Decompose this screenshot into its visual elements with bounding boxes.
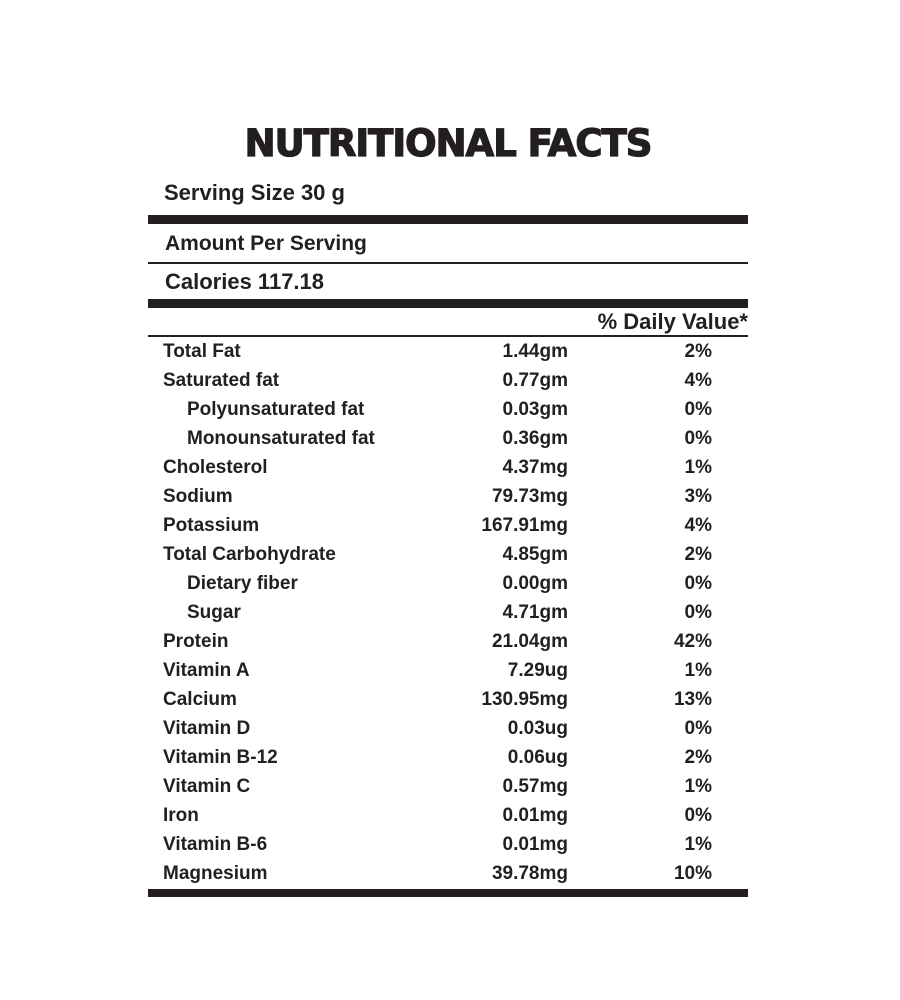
nutrient-name: Dietary fiber	[187, 573, 298, 594]
table-row: Calcium 130.95mg 13%	[148, 685, 748, 714]
nutrient-daily-value: 2%	[684, 341, 712, 362]
table-row: Monounsaturated fat 0.36gm 0%	[148, 424, 748, 453]
nutrient-daily-value: 1%	[684, 660, 712, 681]
nutrient-name: Vitamin C	[163, 776, 251, 797]
nutrient-name: Sodium	[163, 486, 233, 507]
nutrient-name: Vitamin B-6	[163, 834, 268, 855]
nutrient-amount: 4.71gm	[502, 602, 568, 623]
table-row: Vitamin D 0.03ug 0%	[148, 714, 748, 743]
table-row: Vitamin C 0.57mg 1%	[148, 772, 748, 801]
nutrient-daily-value: 10%	[673, 863, 712, 884]
separator-rule-2	[148, 335, 748, 337]
nutrient-amount: 0.01mg	[502, 834, 568, 855]
table-row: Sugar 4.71gm 0%	[148, 598, 748, 627]
nutrient-amount: 7.29ug	[507, 660, 568, 681]
nutrient-name: Iron	[163, 805, 199, 826]
table-row: Vitamin B-12 0.06ug 2%	[148, 743, 748, 772]
table-row: Polyunsaturated fat 0.03gm 0%	[148, 395, 748, 424]
nutrient-name: Vitamin A	[163, 660, 250, 681]
nutrient-daily-value: 0%	[684, 399, 712, 420]
daily-value-header: % Daily Value*	[597, 309, 748, 334]
table-row: Total Carbohydrate 4.85gm 2%	[148, 540, 748, 569]
table-row: Sodium 79.73mg 3%	[148, 482, 748, 511]
nutrient-amount: 0.03ug	[507, 718, 568, 739]
table-row: Cholesterol 4.37mg 1%	[148, 453, 748, 482]
label-title: NUTRITIONAL FACTS	[244, 121, 653, 165]
nutrient-name: Magnesium	[163, 863, 268, 884]
nutrient-daily-value: 1%	[684, 776, 712, 797]
serving-size-text: Serving Size 30 g	[164, 180, 345, 205]
nutrient-amount: 39.78mg	[491, 863, 568, 884]
nutrient-amount: 0.03gm	[502, 399, 568, 420]
nutrient-daily-value: 13%	[673, 689, 712, 710]
nutrition-facts-label: NUTRITIONAL FACTS Serving Size 30 g Amou…	[148, 121, 748, 897]
table-row: Vitamin B-6 0.01mg 1%	[148, 830, 748, 859]
nutrient-name: Potassium	[163, 515, 260, 536]
table-row: Saturated fat 0.77gm 4%	[148, 366, 748, 395]
table-row: Vitamin A 7.29ug 1%	[148, 656, 748, 685]
table-row: Protein 21.04gm 42%	[148, 627, 748, 656]
nutrient-amount: 0.77gm	[502, 370, 568, 391]
amount-per-serving-text: Amount Per Serving	[165, 232, 367, 255]
nutrient-daily-value: 42%	[673, 631, 712, 652]
nutrient-amount: 0.36gm	[502, 428, 568, 449]
separator-bar-bottom	[148, 889, 748, 897]
nutrient-name: Sugar	[187, 602, 241, 623]
nutrient-name: Cholesterol	[163, 457, 268, 478]
nutrient-name: Polyunsaturated fat	[187, 399, 365, 420]
nutrient-amount: 79.73mg	[491, 486, 568, 507]
nutrient-amount: 0.01mg	[502, 805, 568, 826]
nutrient-daily-value: 4%	[684, 370, 712, 391]
nutrient-name: Total Carbohydrate	[163, 544, 336, 565]
nutrient-daily-value: 0%	[684, 573, 712, 594]
nutrient-amount: 1.44gm	[502, 341, 568, 362]
separator-bar-top	[148, 215, 748, 224]
table-row: Total Fat 1.44gm 2%	[148, 337, 748, 366]
table-row: Potassium 167.91mg 4%	[148, 511, 748, 540]
table-row: Dietary fiber 0.00gm 0%	[148, 569, 748, 598]
nutrient-amount: 4.85gm	[502, 544, 568, 565]
table-row: Iron 0.01mg 0%	[148, 801, 748, 830]
nutrient-name: Total Fat	[163, 341, 241, 362]
nutrient-daily-value: 2%	[684, 747, 712, 768]
nutrient-daily-value: 0%	[684, 718, 712, 739]
table-row: Magnesium 39.78mg 10%	[148, 859, 748, 888]
nutrient-amount: 21.04gm	[491, 631, 568, 652]
nutrient-daily-value: 1%	[684, 457, 712, 478]
nutrient-amount: 130.95mg	[481, 689, 568, 710]
separator-bar-mid	[148, 299, 748, 308]
calories-text: Calories 117.18	[165, 269, 325, 294]
nutrient-daily-value: 0%	[684, 428, 712, 449]
nutrient-name: Vitamin D	[163, 718, 251, 739]
nutrient-amount: 0.57mg	[502, 776, 568, 797]
nutrient-daily-value: 1%	[684, 834, 712, 855]
nutrient-daily-value: 4%	[684, 515, 712, 536]
nutrient-name: Monounsaturated fat	[187, 428, 375, 449]
nutrient-name: Protein	[163, 631, 229, 652]
separator-rule-1	[148, 262, 748, 264]
nutrient-daily-value: 0%	[684, 805, 712, 826]
nutrient-amount: 0.00gm	[502, 573, 568, 594]
nutrient-daily-value: 0%	[684, 602, 712, 623]
nutrient-name: Vitamin B-12	[163, 747, 278, 768]
nutrient-daily-value: 3%	[684, 486, 712, 507]
nutrient-amount: 167.91mg	[481, 515, 568, 536]
nutrient-table: Total Fat 1.44gm 2% Saturated fat 0.77gm…	[148, 337, 748, 888]
nutrient-name: Saturated fat	[163, 370, 280, 391]
nutrient-daily-value: 2%	[684, 544, 712, 565]
nutrient-amount: 4.37mg	[502, 457, 568, 478]
nutrient-amount: 0.06ug	[507, 747, 568, 768]
nutrient-name: Calcium	[163, 689, 237, 710]
